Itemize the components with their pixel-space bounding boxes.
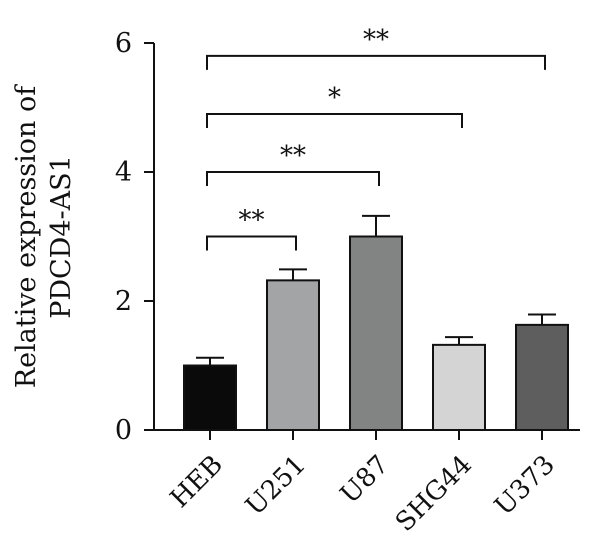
y-tick-label: 4 [115,157,132,188]
bar-shg44 [432,343,486,431]
category-label: SHG44 [390,450,478,538]
significance-bracket [206,235,297,251]
y-tick-label: 6 [115,28,132,59]
category-label: U251 [240,450,312,522]
significance-label: ** [363,25,389,55]
category-label: HEB [165,450,229,514]
y-axis-label: Relative expression of [11,84,42,389]
significance-bracket [206,171,380,186]
y-axis-label: PDCD4-AS1 [46,155,77,319]
significance-bracket [206,54,546,70]
y-tick-label: 2 [115,286,132,317]
significance-label: ** [239,206,265,236]
bar-u87 [349,235,403,431]
y-tick-label: 0 [115,415,132,446]
bar-heb [183,364,237,431]
bar-u251 [266,279,320,431]
significance-bracket [206,112,463,128]
significance-label: ** [280,141,306,171]
bar-u373 [515,323,569,431]
significance-label: * [328,83,341,113]
category-label: U87 [335,450,395,510]
category-label: U373 [489,450,561,522]
